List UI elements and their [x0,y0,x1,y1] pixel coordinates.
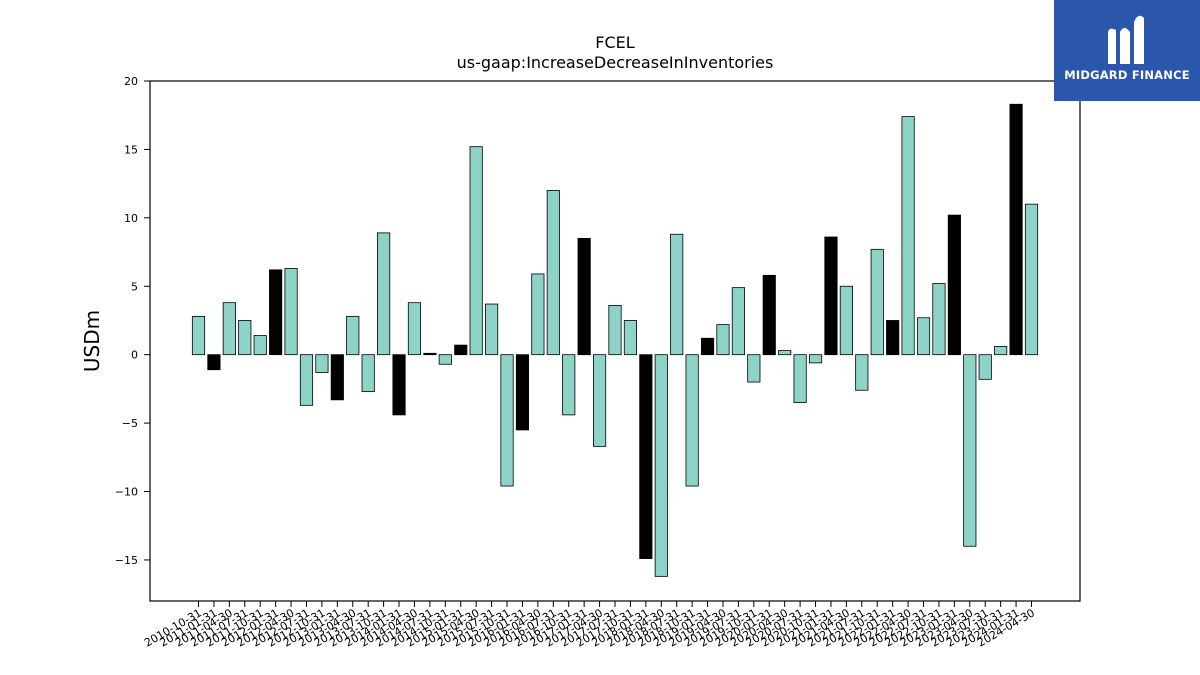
bar-2015-10-31 [500,354,514,487]
y-tick-label: 15 [124,143,138,156]
bar-2018-04-30 [654,354,668,577]
bar-2022-10-31 [932,283,946,356]
bar-2013-07-31 [361,354,375,393]
y-tick-label: −15 [115,554,138,567]
bar-2013-04-30 [346,315,360,356]
bar-2019-10-31 [747,354,761,383]
bar-2016-07-31 [546,190,560,356]
bar-2011-10-31 [253,335,267,356]
bar-2021-10-31 [870,248,884,356]
bar-2020-07-31 [793,354,807,403]
bar-2015-04-30 [469,146,483,356]
bar-2013-10-31 [377,232,391,356]
bar-2019-07-31 [731,287,745,356]
x-axis: 2010-10-312011-01-312011-04-302011-07-31… [142,601,1037,650]
bar-2017-07-31 [608,305,622,356]
y-tick-label: 5 [131,280,138,293]
bar-2017-04-30 [593,354,607,447]
bar-2011-07-31 [238,320,252,356]
bar-2014-01-31 [392,354,406,416]
bar-2020-01-31 [762,274,776,356]
bar-2012-10-31 [315,354,329,373]
brand-name: MIDGARD FINANCE [1064,68,1190,82]
bar-2016-04-30 [531,273,545,356]
bar-2010-10-31 [191,315,206,356]
y-tick-label: −5 [122,417,138,430]
bar-2015-01-31 [454,344,468,356]
bar-2023-10-31 [994,346,1008,356]
y-axis: −15 −10 −5 0 5 10 15 20 [115,75,150,567]
y-tick-label: 10 [124,212,138,225]
bar-2022-07-31 [916,317,931,356]
bar-2021-01-31 [824,236,838,356]
chart-title: FCEL [595,33,634,52]
bar-2013-01-31 [330,354,344,401]
bar-2014-07-31 [423,352,437,356]
bar-2015-07-31 [485,303,499,356]
brand-logo: MIDGARD FINANCE [1054,0,1200,101]
bar-2018-07-31 [670,233,684,356]
plot-frame [149,80,1081,602]
bar-2012-01-31 [269,269,283,356]
bar-2019-04-30 [716,324,730,356]
bar-2023-07-31 [978,354,992,380]
bar-2017-01-31 [577,237,591,356]
y-axis-label: USDm [80,310,104,372]
bar-2011-04-30 [222,302,236,356]
bar-2021-04-30 [839,285,853,356]
y-tick-label: 0 [131,349,138,362]
y-tick-label: 20 [124,75,138,88]
bar-2018-10-31 [685,354,699,487]
bar-2022-01-31 [886,320,900,356]
bar-2019-01-31 [700,337,715,356]
bar-2014-04-30 [407,302,422,356]
brand-mark-icon [1108,15,1144,65]
bar-2023-01-31 [947,214,961,356]
bar-2018-01-31 [639,354,653,559]
y-tick-label: −10 [115,486,138,499]
bar-2014-10-31 [438,354,452,365]
bar-2017-10-31 [623,320,638,356]
chart-subtitle: us-gaap:IncreaseDecreaseInInventories [457,53,774,72]
bar-2022-04-30 [901,116,915,356]
bar-2020-10-31 [808,354,823,364]
bar-2012-04-30 [284,268,298,356]
bar-2011-01-31 [207,354,221,371]
bar-2016-01-31 [515,354,530,431]
bar-2012-07-31 [299,354,314,406]
bar-2024-01-31 [1009,103,1023,356]
bar-2016-10-31 [562,354,576,416]
bar-2024-04-30 [1024,203,1039,356]
bar-2021-07-31 [855,354,869,391]
bar-2020-04-30 [778,350,792,356]
bar-2023-04-30 [963,354,977,547]
bars-group [191,103,1039,577]
